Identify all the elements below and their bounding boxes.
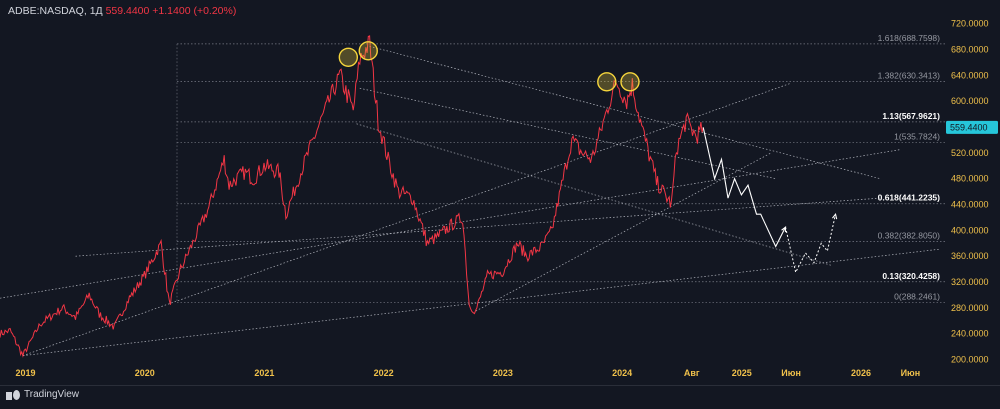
symbol-legend[interactable]: ADBE:NASDAQ, 1Д 559.4400 +1.1400 (+0.20%… (8, 5, 236, 17)
footer-bar (0, 385, 1000, 409)
brand-name: TradingView (24, 389, 80, 400)
price-tick-label: 240.0000 (951, 329, 989, 339)
price-tick-label: 640.0000 (951, 70, 989, 80)
fib-level-label: 0.13(320.4258) (882, 271, 940, 281)
peak-highlight-circle (597, 72, 617, 92)
price-tick-label: 680.0000 (951, 45, 989, 55)
fib-level-label: 1(535.7824) (894, 132, 940, 142)
trend-line (475, 152, 772, 312)
trend-lines (0, 45, 941, 357)
brand-watermark[interactable]: TradingView (6, 389, 79, 400)
price-tick-label: 200.0000 (951, 355, 989, 365)
last-price-value: 559.4400 (105, 5, 150, 17)
time-tick-label: 2019 (15, 368, 35, 378)
price-line (0, 35, 704, 358)
time-tick-label: 2022 (374, 368, 394, 378)
time-tick-label: 2025 (732, 368, 752, 378)
fib-level-label: 1.618(688.7598) (878, 33, 941, 43)
fib-level-label: 0.382(382.8050) (878, 230, 941, 240)
price-tick-label: 600.0000 (951, 96, 989, 106)
price-axis[interactable]: 720.0000680.0000640.0000600.0000560.0000… (946, 19, 998, 365)
tradingview-logo-icon (6, 389, 20, 400)
fib-level-label: 0(288.2461) (894, 292, 940, 302)
fib-level-label: 1.13(567.9621) (882, 111, 940, 121)
trend-line (359, 87, 776, 180)
time-tick-label: Июн (901, 368, 921, 378)
price-tick-label: 520.0000 (951, 148, 989, 158)
last-price-badge (946, 120, 998, 134)
time-tick-label: 2023 (493, 368, 513, 378)
peak-highlights (338, 41, 640, 92)
fib-level-label: 1.382(630.3413) (878, 71, 941, 81)
price-tick-label: 360.0000 (951, 251, 989, 261)
price-tick-label: 440.0000 (951, 200, 989, 210)
peak-highlight-circle (620, 72, 640, 92)
time-tick-label: 2026 (851, 368, 871, 378)
fibonacci-levels: 1.618(688.7598) 1.382(630.3413) 1.13(567.9… (176, 33, 945, 303)
trend-line (75, 197, 881, 257)
time-axis[interactable]: 2019 2020 2021 2022 2023 2024 Авг 2025 Июн 2026 Ию… (15, 368, 920, 378)
time-tick-label: 2024 (612, 368, 632, 378)
time-tick-label: 2020 (135, 368, 155, 378)
projection-path (702, 127, 786, 248)
price-tick-label: 480.0000 (951, 174, 989, 184)
trend-line (356, 123, 832, 266)
projection-path-dotted (785, 214, 836, 274)
price-series (0, 35, 838, 358)
trend-line (22, 82, 792, 356)
time-tick-label: Авг (684, 368, 700, 378)
projection-arrowhead (832, 212, 838, 220)
peak-highlight-circle (338, 47, 359, 67)
price-change: +1.1400 (+0.20%) (152, 5, 237, 17)
fib-level-label: 0.618(441.2235) (878, 193, 941, 203)
price-tick-label: 280.0000 (951, 303, 989, 313)
time-tick-label: 2021 (254, 368, 274, 378)
trend-line (369, 45, 881, 180)
price-tick-label: 720.0000 (951, 19, 989, 29)
symbol-label: ADBE:NASDAQ, 1Д (8, 5, 103, 17)
projection-arrowhead (781, 226, 787, 233)
peak-highlight-circle (358, 41, 378, 61)
time-tick-label: Июн (781, 368, 801, 378)
last-price-badge-label: 559.4400 (950, 122, 988, 132)
price-tick-label: 320.0000 (951, 277, 989, 287)
price-tick-label: 400.0000 (951, 225, 989, 235)
